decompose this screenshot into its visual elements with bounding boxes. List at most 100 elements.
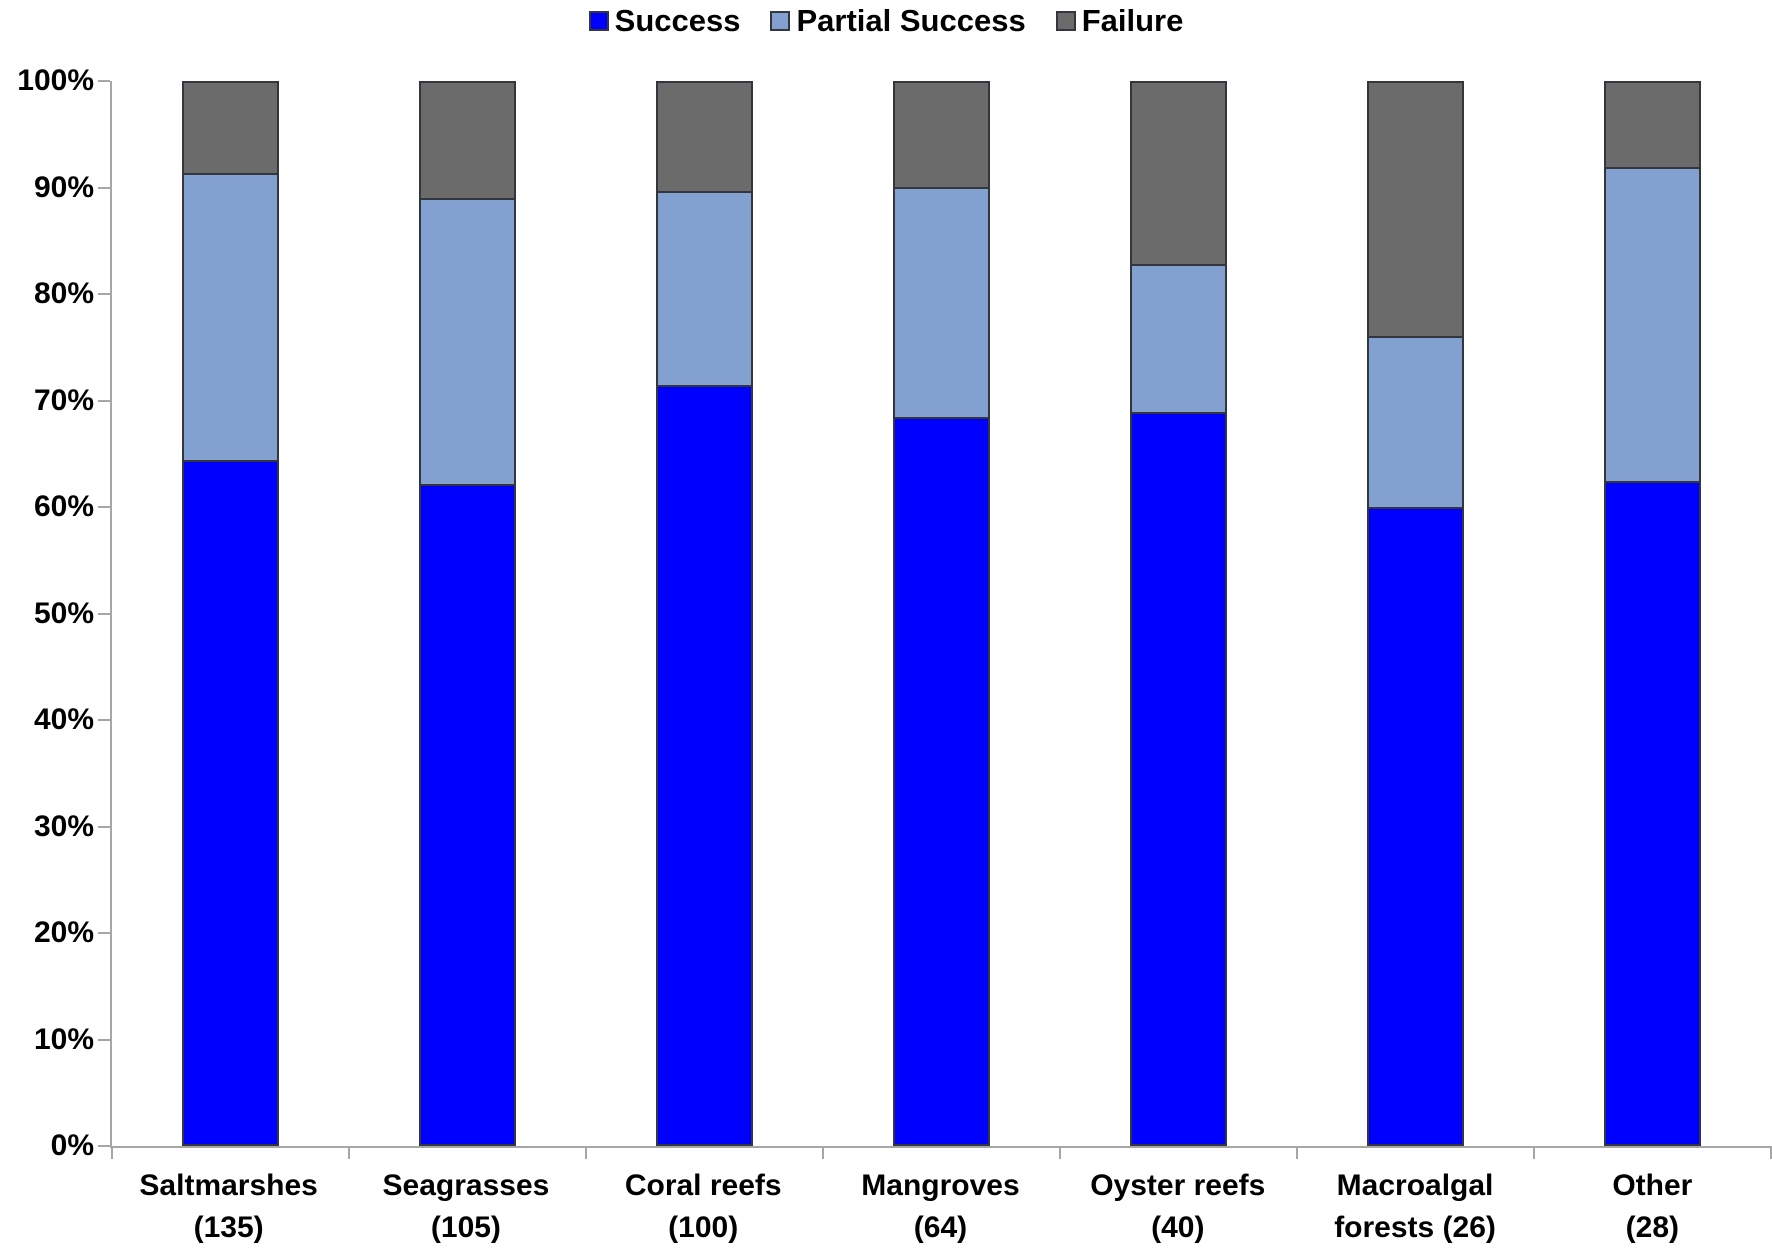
stacked-bar-oyster-reefs-40 (1130, 81, 1227, 1146)
bar-slot (1534, 81, 1771, 1146)
plot-area (98, 80, 1772, 1159)
y-axis-tick (98, 506, 110, 508)
y-tick-label: 50% (33, 596, 94, 630)
x-axis-tick (1533, 1146, 1535, 1159)
bar-segment-success (1132, 411, 1225, 1144)
bar-segment-success (421, 484, 514, 1144)
category-label-line: Saltmarshes (139, 1169, 318, 1202)
bar-segment-failure (1132, 83, 1225, 265)
y-axis-tick (98, 293, 110, 295)
x-axis-tick (1296, 1146, 1298, 1159)
category-label: Macroalgal forests (26) (1296, 1165, 1533, 1249)
bar-slot (586, 81, 823, 1146)
y-axis-tick (98, 399, 110, 402)
y-axis-tick (98, 1038, 110, 1041)
x-axis-tick (111, 1146, 113, 1159)
bar-slot (1060, 81, 1297, 1146)
x-axis-tick (822, 1146, 824, 1159)
y-tick-label: 90% (33, 170, 94, 204)
bar-segment-success (1369, 507, 1462, 1144)
category-label: Other (28) (1534, 1165, 1771, 1249)
x-axis-tick (1058, 1146, 1061, 1159)
y-tick-label: 70% (33, 383, 94, 417)
y-tick-label: 40% (33, 703, 94, 736)
bar-slot (1297, 81, 1534, 1146)
stacked-bar-other-28 (1604, 81, 1701, 1146)
category-label-line: (28) (1625, 1211, 1679, 1244)
category-label: Mangroves (64) (822, 1165, 1059, 1249)
y-tick-label: 60% (33, 490, 94, 523)
x-axis-labels: Saltmarshes (135) Seagrasses (105) Coral ree… (110, 1165, 1771, 1249)
y-axis-tick (98, 1145, 110, 1147)
y-tick-label: 10% (33, 1022, 94, 1056)
y-tick-label: 30% (33, 809, 94, 843)
legend-swatch-icon (588, 11, 609, 31)
x-axis-tick (1770, 1146, 1772, 1159)
x-axis-tick (347, 1146, 350, 1159)
bar-segment-failure (184, 83, 277, 174)
chart-legend: Success Partial Success Failure (0, 3, 1772, 39)
stacked-bar-coral-reefs-100 (656, 81, 753, 1146)
y-tick-label: 0% (50, 1129, 94, 1162)
bar-segment-success (895, 417, 988, 1144)
stacked-bar-seagrasses-105 (419, 81, 516, 1146)
stacked-bar-mangroves-64 (893, 81, 990, 1146)
y-axis-tick (98, 612, 110, 615)
y-tick-label: 80% (33, 277, 94, 310)
category-label-line: Seagrasses (382, 1169, 550, 1202)
legend-label: Success (614, 3, 741, 38)
stacked-bar-saltmarshes-135 (182, 81, 279, 1146)
bar-segment-failure (1369, 83, 1462, 336)
category-label-line: Coral reefs (624, 1169, 782, 1202)
category-label-line: Oyster reefs (1090, 1169, 1266, 1202)
category-label-line: (105) (430, 1211, 501, 1244)
bar-segment-partial-success (1606, 166, 1699, 481)
y-axis-tick (98, 719, 110, 721)
category-label: Coral reefs (100) (585, 1165, 822, 1249)
y-axis-tick (98, 80, 110, 82)
legend-swatch-icon (770, 11, 791, 31)
bar-segment-failure (895, 83, 988, 187)
category-label-line: forests (26) (1334, 1211, 1496, 1244)
category-label: Oyster reefs (40) (1059, 1165, 1296, 1249)
category-label-line: Macroalgal (1336, 1169, 1494, 1202)
bar-slot (349, 81, 586, 1146)
category-label-line: Mangroves (861, 1169, 1020, 1202)
y-axis-tick (98, 186, 110, 189)
bar-segment-success (658, 385, 751, 1144)
legend-item-partial-success: Partial Success (770, 3, 1026, 39)
legend-label: Partial Success (796, 3, 1026, 38)
bar-segment-failure (421, 83, 514, 198)
bar-segment-success (1606, 480, 1699, 1144)
bar-segment-failure (1606, 83, 1699, 167)
y-tick-label: 100% (17, 64, 94, 97)
category-label-line: (64) (913, 1211, 968, 1244)
bar-segment-partial-success (421, 197, 514, 485)
bar-segment-partial-success (184, 173, 277, 460)
x-axis-tick (584, 1146, 587, 1159)
bar-slot (112, 81, 349, 1146)
bar-segment-failure (658, 83, 751, 192)
bar-segment-partial-success (895, 186, 988, 418)
legend-label: Failure (1081, 3, 1184, 38)
y-axis-tick (98, 825, 110, 828)
bar-segment-success (184, 459, 277, 1144)
y-axis-tick (98, 932, 110, 934)
category-label-line: Other (1612, 1169, 1693, 1202)
legend-swatch-icon (1055, 11, 1076, 31)
category-label: Seagrasses (105) (347, 1165, 584, 1249)
bar-segment-partial-success (1369, 335, 1462, 508)
category-label-line: (40) (1151, 1211, 1205, 1244)
stacked-bar-macroalgal-forests-26 (1367, 81, 1464, 1146)
legend-item-failure: Failure (1055, 3, 1184, 39)
category-label: Saltmarshes (135) (110, 1165, 347, 1249)
bar-segment-partial-success (658, 191, 751, 386)
category-label-line: (135) (193, 1211, 264, 1244)
bars-container (112, 81, 1771, 1146)
category-label-line: (100) (668, 1211, 739, 1244)
bar-segment-partial-success (1132, 264, 1225, 412)
bar-slot (823, 81, 1060, 1146)
y-axis-labels: 0% 10% 20% 30% 40% 50% 60% 70% 80% 90% 100% (0, 64, 94, 1162)
y-tick-label: 20% (33, 916, 94, 949)
